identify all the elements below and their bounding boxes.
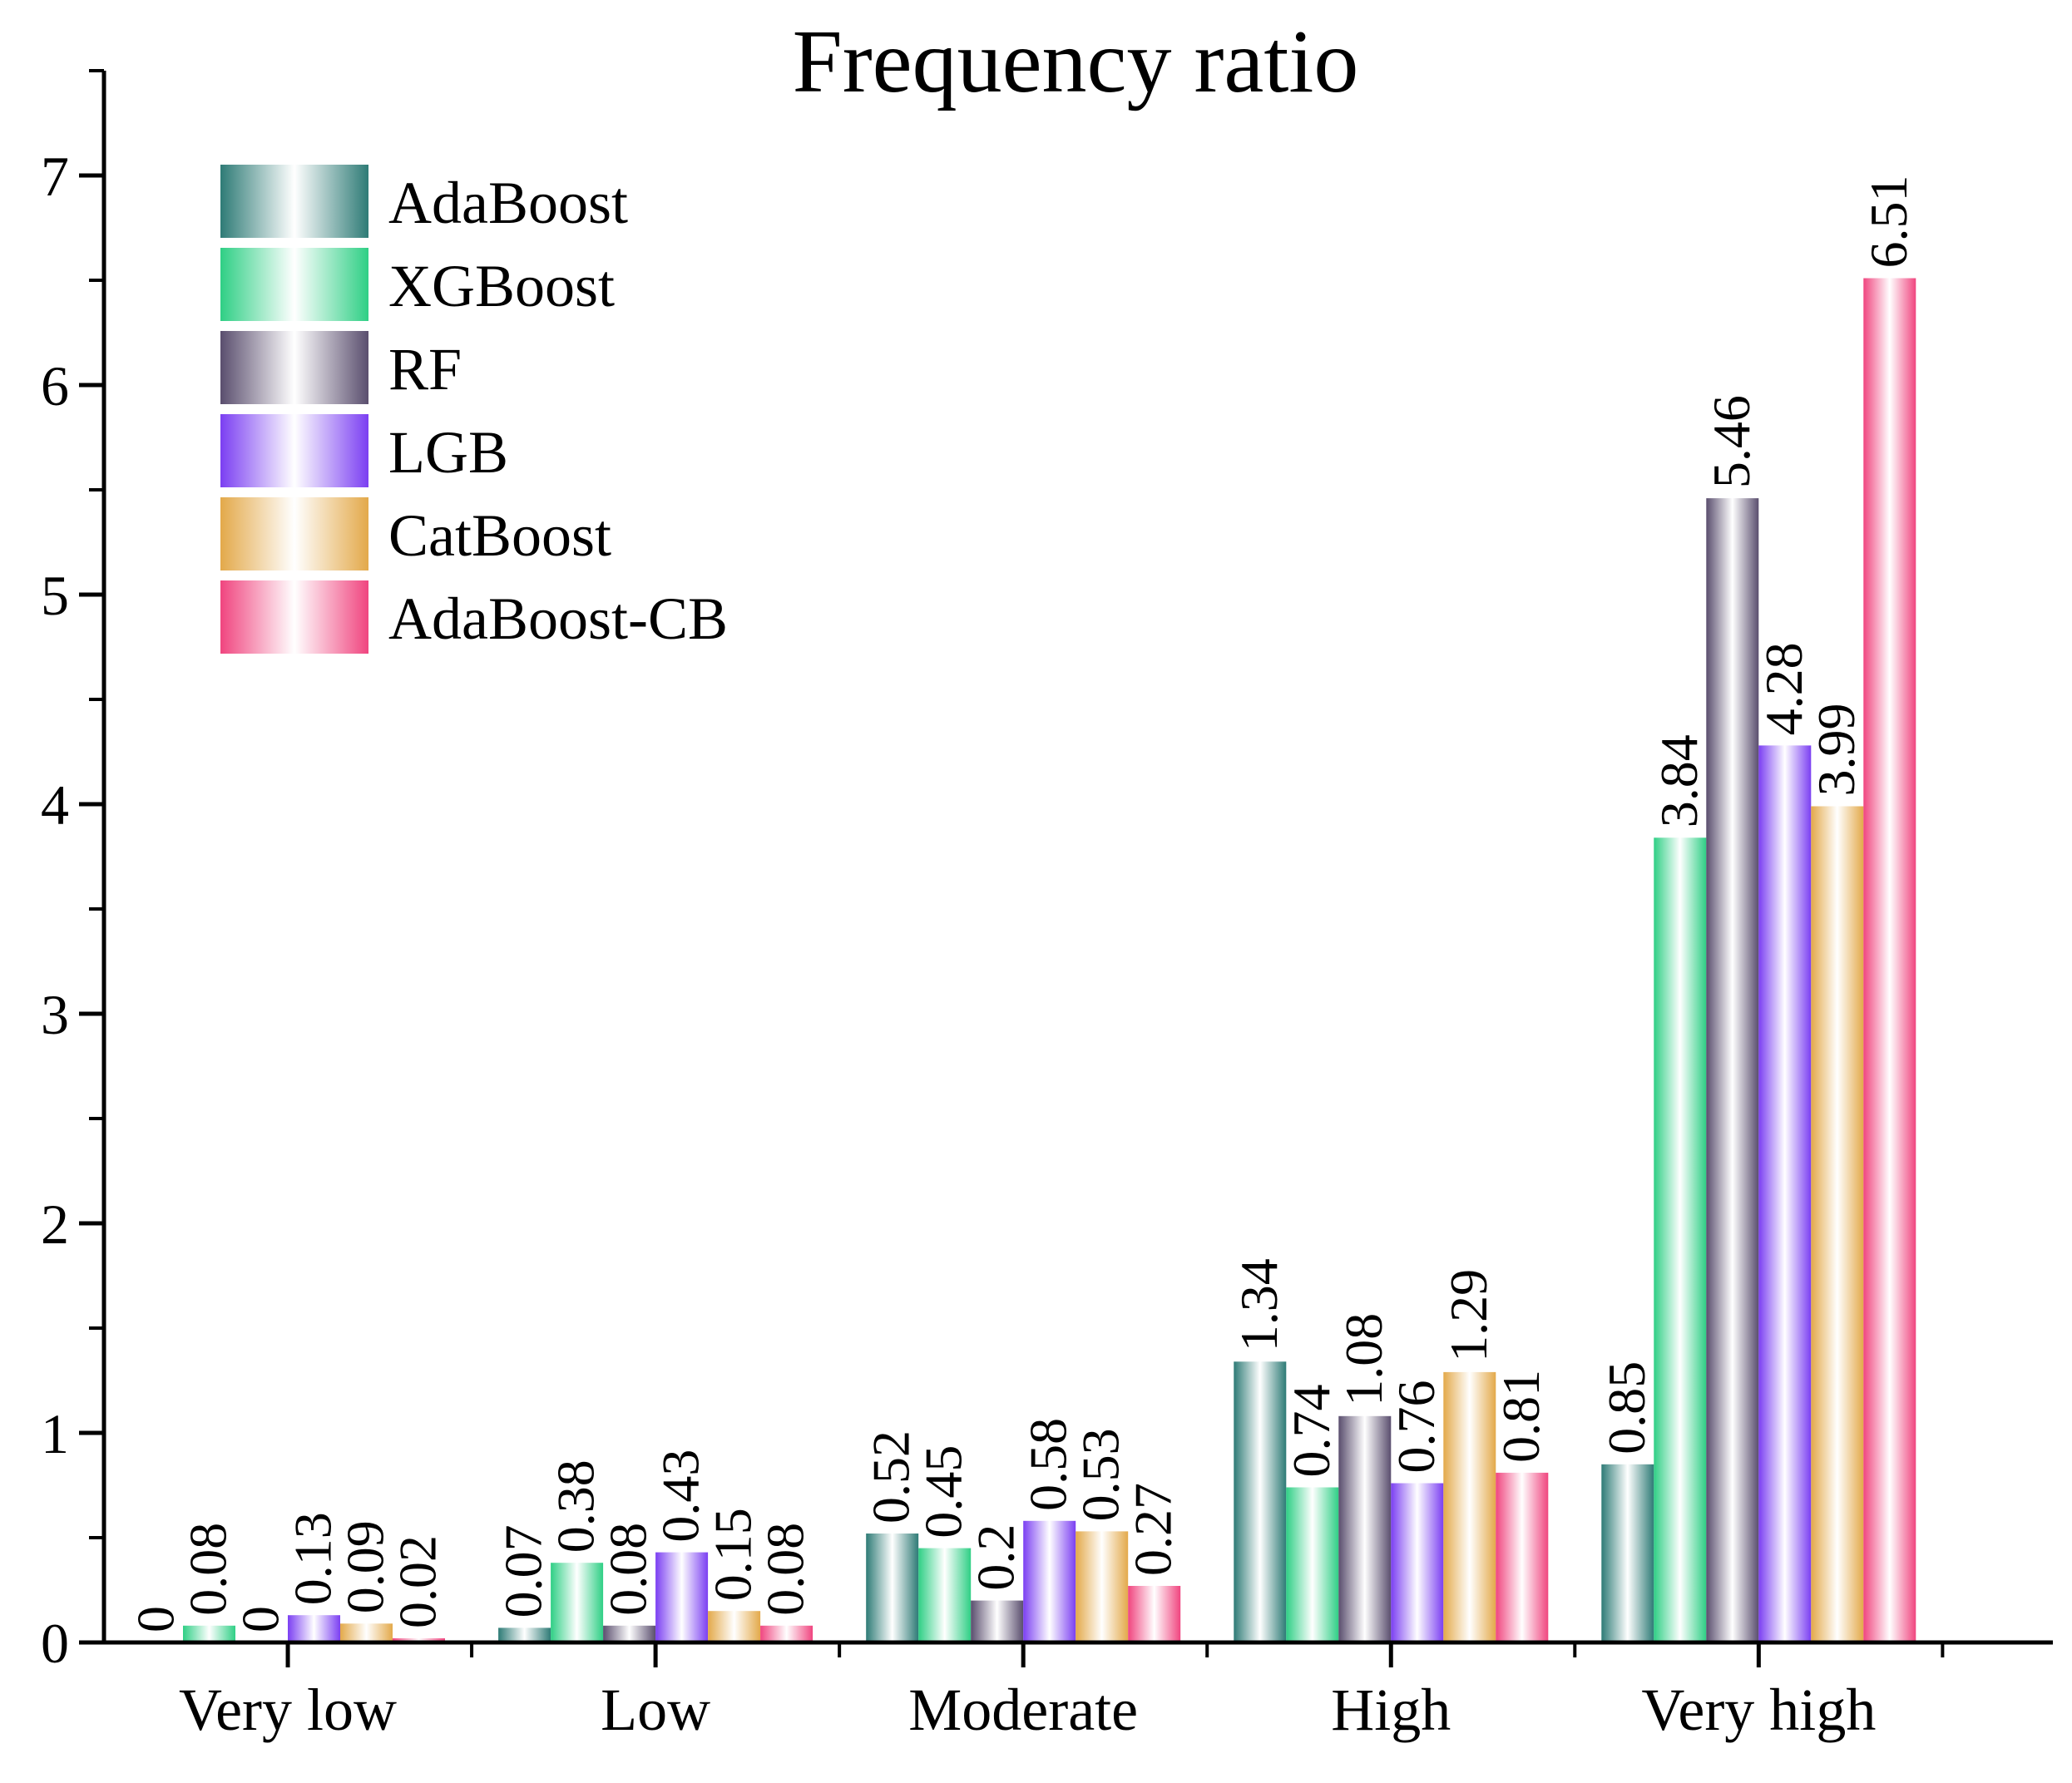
value-label-adaboost-cb-very-high: 6.51 <box>1859 175 1918 269</box>
value-label-rf-very-high: 5.46 <box>1702 395 1761 488</box>
bar-adaboost-very-high <box>1601 1464 1654 1642</box>
x-tick-label: Low <box>601 1677 710 1743</box>
value-label-adaboost-low: 0.07 <box>494 1524 553 1618</box>
value-label-adaboost-cb-very-low: 0.02 <box>388 1535 448 1628</box>
legend-swatch-lgb <box>220 414 368 487</box>
bar-catboost-very-high <box>1811 806 1864 1642</box>
value-label-catboost-moderate: 0.53 <box>1071 1428 1130 1521</box>
value-label-rf-high: 1.08 <box>1334 1313 1393 1406</box>
value-label-xgboost-moderate: 0.45 <box>914 1445 973 1539</box>
y-tick-label: 1 <box>41 1402 69 1465</box>
value-label-catboost-very-low: 0.09 <box>336 1520 395 1613</box>
bar-xgboost-high <box>1286 1487 1339 1642</box>
bar-adaboost-cb-moderate <box>1128 1586 1181 1642</box>
legend-label-catboost: CatBoost <box>388 502 611 569</box>
bar-adaboost-moderate <box>866 1534 919 1642</box>
legend-label-xgboost: XGBoost <box>388 253 615 319</box>
x-tick-label: Very high <box>1641 1677 1876 1743</box>
y-tick-label: 4 <box>41 773 69 837</box>
bar-lgb-very-high <box>1758 745 1812 1642</box>
value-label-lgb-very-low: 0.13 <box>284 1512 343 1605</box>
y-tick-label: 5 <box>41 564 69 627</box>
y-tick-label: 6 <box>41 354 69 417</box>
bar-adaboost-cb-high <box>1496 1472 1549 1642</box>
value-label-catboost-low: 0.15 <box>704 1508 763 1601</box>
y-tick-label: 7 <box>41 145 69 208</box>
bar-xgboost-very-low <box>183 1625 235 1642</box>
x-tick-label: High <box>1331 1677 1451 1743</box>
bar-catboost-moderate <box>1076 1531 1129 1642</box>
value-label-rf-moderate: 0.2 <box>967 1524 1026 1591</box>
value-label-adaboost-moderate: 0.52 <box>862 1430 921 1524</box>
legend-label-rf: RF <box>388 336 462 403</box>
value-label-adaboost-cb-low: 0.08 <box>756 1523 815 1616</box>
value-label-catboost-high: 1.29 <box>1439 1269 1498 1362</box>
bar-lgb-high <box>1391 1483 1444 1642</box>
value-label-lgb-very-high: 4.28 <box>1754 642 1813 735</box>
bar-lgb-low <box>655 1552 709 1642</box>
bar-rf-moderate <box>971 1600 1024 1642</box>
bar-catboost-very-low <box>340 1623 393 1642</box>
value-label-adaboost-cb-high: 0.81 <box>1491 1370 1550 1463</box>
value-label-xgboost-very-high: 3.84 <box>1649 734 1709 827</box>
y-tick-label: 3 <box>41 983 69 1046</box>
bar-lgb-very-low <box>288 1615 340 1642</box>
bar-adaboost-high <box>1234 1361 1287 1642</box>
bar-adaboost-cb-low <box>760 1625 813 1642</box>
value-label-lgb-high: 0.76 <box>1387 1380 1446 1474</box>
value-label-xgboost-low: 0.38 <box>546 1459 606 1553</box>
x-tick-label: Very low <box>179 1677 397 1743</box>
value-label-adaboost-high: 1.34 <box>1229 1258 1288 1351</box>
bar-rf-low <box>603 1625 656 1642</box>
value-label-xgboost-high: 0.74 <box>1282 1385 1341 1478</box>
bar-xgboost-very-high <box>1654 837 1707 1642</box>
bar-xgboost-moderate <box>918 1548 972 1642</box>
legend-swatch-xgboost <box>220 248 368 321</box>
legend-swatch-rf <box>220 331 368 404</box>
value-label-lgb-low: 0.43 <box>651 1450 710 1543</box>
value-label-rf-low: 0.08 <box>599 1523 658 1616</box>
bar-rf-very-high <box>1706 498 1759 1642</box>
value-label-xgboost-very-low: 0.08 <box>179 1523 238 1616</box>
bar-catboost-high <box>1443 1371 1496 1642</box>
bar-catboost-low <box>708 1611 761 1642</box>
value-label-adaboost-very-high: 0.85 <box>1597 1361 1656 1455</box>
chart-title: Frequency ratio <box>793 12 1359 111</box>
bar-lgb-moderate <box>1023 1520 1076 1642</box>
value-label-catboost-very-high: 3.99 <box>1807 704 1866 797</box>
legend-label-lgb: LGB <box>388 419 508 486</box>
legend-label-adaboost: AdaBoost <box>388 170 628 236</box>
bars-layer <box>183 278 1916 1642</box>
value-label-adaboost-very-low: 0 <box>126 1606 185 1632</box>
value-label-adaboost-cb-moderate: 0.27 <box>1124 1483 1183 1576</box>
legend-label-adaboost-cb: AdaBoost-CB <box>388 585 728 652</box>
axes-layer: 0 1 2 3 4 5 6 7 Very low Low Moderate High Very high <box>41 69 2053 1743</box>
legend-swatch-adaboost <box>220 165 368 238</box>
y-tick-label: 0 <box>41 1612 69 1675</box>
bar-adaboost-cb-very-high <box>1863 278 1916 1642</box>
legend-swatch-catboost <box>220 497 368 570</box>
y-tick-label: 2 <box>41 1193 69 1256</box>
value-label-rf-very-low: 0 <box>231 1606 290 1632</box>
bar-rf-high <box>1338 1415 1392 1642</box>
x-tick-label: Moderate <box>908 1677 1138 1743</box>
bar-xgboost-low <box>551 1563 604 1642</box>
bar-adaboost-low <box>498 1627 551 1642</box>
legend-swatch-adaboost-cb <box>220 580 368 654</box>
value-label-lgb-moderate: 0.58 <box>1019 1418 1078 1511</box>
legend: AdaBoost XGBoost RF LGB CatBoost AdaBoost-CB <box>220 165 728 654</box>
